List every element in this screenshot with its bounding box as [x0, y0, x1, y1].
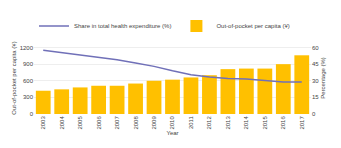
svg-text:2011: 2011	[188, 116, 194, 130]
svg-text:Out-of-pocket per capita (¥): Out-of-pocket per capita (¥)	[216, 23, 289, 29]
svg-text:15: 15	[312, 94, 319, 100]
svg-text:Percentage (%): Percentage (%)	[320, 57, 326, 99]
svg-text:2015: 2015	[262, 116, 268, 130]
svg-text:30: 30	[312, 78, 319, 84]
svg-text:900: 900	[23, 61, 34, 67]
svg-text:2008: 2008	[133, 116, 139, 130]
svg-text:2013: 2013	[225, 116, 231, 130]
svg-text:Out-of-pocket per capita (¥): Out-of-pocket per capita (¥)	[11, 41, 17, 114]
svg-text:2003: 2003	[40, 116, 46, 130]
svg-text:2016: 2016	[280, 116, 286, 130]
svg-text:1200: 1200	[20, 45, 34, 51]
svg-text:2007: 2007	[114, 116, 120, 130]
svg-text:2004: 2004	[59, 116, 65, 130]
svg-text:60: 60	[312, 45, 319, 51]
svg-text:0: 0	[312, 111, 316, 117]
svg-text:0: 0	[30, 111, 34, 117]
svg-text:2005: 2005	[77, 116, 83, 130]
svg-text:Year: Year	[166, 130, 178, 136]
svg-text:2006: 2006	[96, 116, 102, 130]
svg-text:2017: 2017	[299, 116, 305, 130]
svg-text:45: 45	[312, 61, 319, 67]
svg-text:600: 600	[23, 78, 34, 84]
svg-text:2012: 2012	[206, 116, 212, 130]
svg-text:2009: 2009	[151, 116, 157, 130]
svg-text:300: 300	[23, 94, 34, 100]
svg-text:2014: 2014	[243, 116, 249, 130]
svg-text:Share in total health expendit: Share in total health expenditure (%)	[74, 23, 171, 29]
svg-text:2010: 2010	[169, 116, 175, 130]
